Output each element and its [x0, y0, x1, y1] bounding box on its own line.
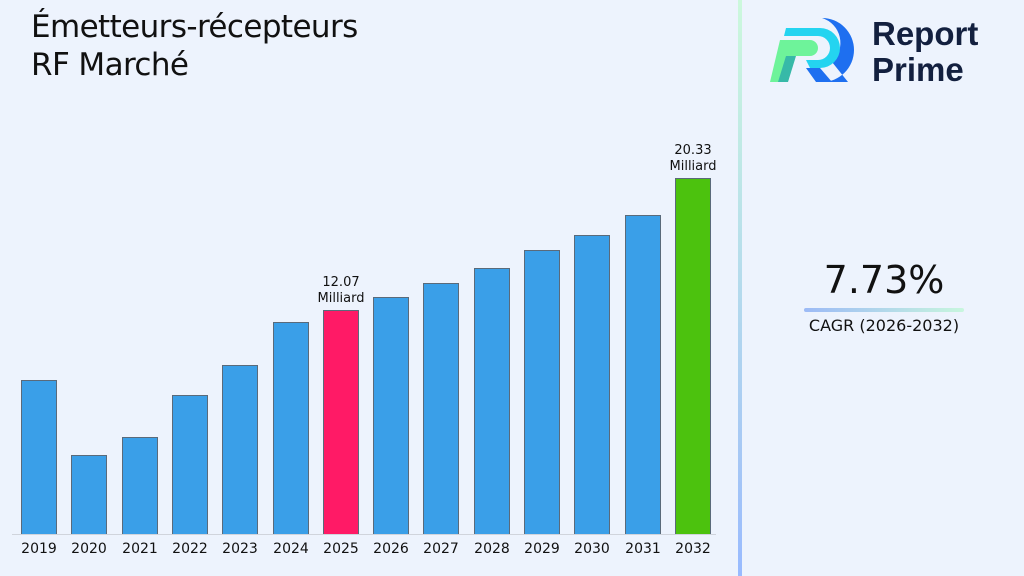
x-tick-label: 2026 [373, 541, 409, 557]
vertical-divider [738, 0, 742, 576]
chart-title-line2: RF Marché [31, 47, 189, 83]
bar-2024 [273, 322, 309, 534]
x-tick-label: 2030 [574, 541, 610, 557]
x-tick-label: 2021 [122, 541, 158, 557]
bar-2031 [625, 215, 661, 534]
bar-2029 [524, 250, 560, 534]
x-tick-label: 2020 [71, 541, 107, 557]
bar-2027 [423, 283, 459, 534]
cagr-label: CAGR (2026-2032) [808, 316, 960, 335]
report-prime-logo: Report Prime [766, 14, 1006, 90]
chart-title-line1: Émetteurs-récepteurs [31, 9, 358, 45]
bar-2019 [21, 380, 57, 534]
x-tick-label: 2027 [423, 541, 459, 557]
cagr-underline [804, 308, 964, 312]
bar-2026 [373, 297, 409, 534]
bar-value-label: 12.07 Milliard [317, 275, 365, 306]
bar-2023 [222, 365, 258, 534]
bar-2020 [71, 455, 107, 534]
x-tick-label: 2029 [524, 541, 560, 557]
bar-2022 [172, 395, 208, 534]
cagr-value: 7.73% [823, 258, 945, 302]
bar-2025 [323, 310, 359, 534]
x-tick-label: 2028 [474, 541, 510, 557]
logo-text-line1: Report [872, 15, 979, 52]
chart-area: Émetteurs-récepteurs RF Marché 2019 2020 2… [12, 8, 717, 557]
bar-2032 [675, 178, 711, 534]
report-prime-logo-icon [770, 18, 854, 82]
x-tick-label: 2023 [222, 541, 258, 557]
bar-2021 [122, 437, 158, 534]
bar-2030 [574, 235, 610, 534]
x-tick-label: 2032 [675, 541, 711, 557]
x-tick-label: 2025 [323, 541, 359, 557]
x-tick-label: 2022 [172, 541, 208, 557]
bar-value-label: 20.33 Milliard [669, 143, 717, 174]
logo-text: Report Prime [872, 16, 978, 88]
x-tick-label: 2024 [273, 541, 309, 557]
bar-2028 [474, 268, 510, 534]
x-tick-label: 2031 [625, 541, 661, 557]
x-tick-label: 2019 [21, 541, 57, 557]
chart-title: Émetteurs-récepteurs RF Marché [31, 8, 358, 84]
x-axis-baseline [12, 534, 716, 535]
logo-text-line2: Prime [872, 51, 964, 88]
